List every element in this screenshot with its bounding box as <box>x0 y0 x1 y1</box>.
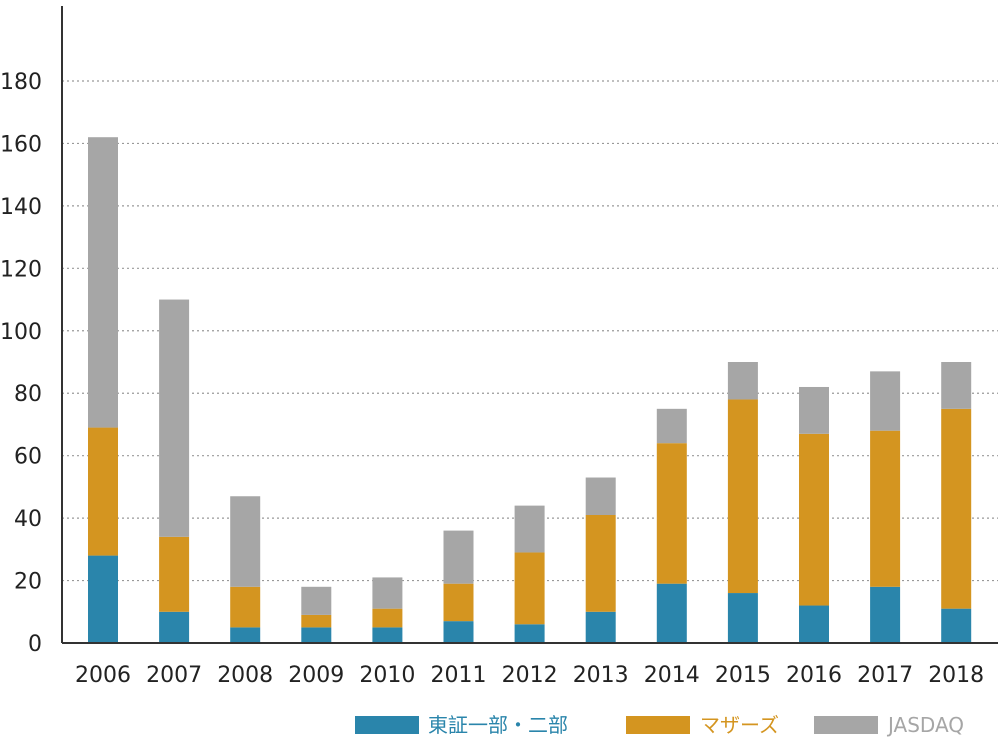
x-tick-label: 2016 <box>786 663 842 688</box>
y-tick-label: 80 <box>14 382 42 407</box>
bar-segment <box>585 477 616 515</box>
bar-segment <box>372 608 403 628</box>
y-tick-label: 160 <box>0 132 42 157</box>
y-tick-labels: 0 20 40 60 80 100 120 140 160 180 <box>0 70 42 657</box>
y-tick-label: 140 <box>0 195 42 220</box>
x-tick-label: 2014 <box>644 663 700 688</box>
bar-segment <box>159 299 190 537</box>
bar-segment <box>514 505 545 553</box>
gridlines <box>62 80 998 582</box>
bar-segment <box>870 586 901 643</box>
bar-segment <box>727 362 758 400</box>
x-tick-label: 2006 <box>75 663 131 688</box>
bar-segment <box>585 514 616 612</box>
x-tick-label: 2017 <box>857 663 913 688</box>
bar-segment <box>372 627 403 643</box>
x-tick-label: 2013 <box>573 663 629 688</box>
bar-segment <box>443 621 474 643</box>
bar-segment <box>301 614 332 628</box>
bar-segment <box>301 586 332 615</box>
bar-segment <box>159 611 190 643</box>
legend-swatch <box>626 716 690 734</box>
bar-segment <box>159 536 190 612</box>
bar-segment <box>941 408 972 609</box>
legend-swatch <box>355 716 419 734</box>
y-tick-label: 40 <box>14 507 42 532</box>
bar-segment <box>941 362 972 409</box>
bars <box>88 137 972 643</box>
bar-segment <box>870 371 901 431</box>
legend-label: マザーズ <box>700 713 779 737</box>
legend-label: JASDAQ <box>886 713 964 737</box>
y-tick-label: 60 <box>14 445 42 470</box>
bar-segment <box>799 433 829 606</box>
y-tick-label: 120 <box>0 257 42 282</box>
bar-segment <box>88 137 118 428</box>
x-tick-label: 2012 <box>502 663 558 688</box>
bar-segment <box>656 408 687 444</box>
bar-segment <box>514 624 545 643</box>
bar-segment <box>656 443 687 584</box>
y-tick-label: 180 <box>0 70 42 95</box>
bar-segment <box>727 399 758 594</box>
bar-segment <box>870 430 901 587</box>
x-tick-label: 2009 <box>288 663 344 688</box>
bar-segment <box>656 583 687 643</box>
x-tick-label: 2011 <box>431 663 487 688</box>
bar-segment <box>301 627 332 643</box>
bar-segment <box>514 552 545 625</box>
y-tick-label: 20 <box>14 570 42 595</box>
bar-segment <box>585 611 616 643</box>
x-tick-labels: 2006 2007 2008 2009 2010 2011 2012 2013 2014 2015… <box>75 663 984 688</box>
bar-segment <box>941 608 972 643</box>
bar-segment <box>799 386 829 434</box>
bar-segment <box>799 605 829 643</box>
legend-label: 東証一部・二部 <box>428 713 568 737</box>
x-tick-label: 2007 <box>146 663 202 688</box>
bar-segment <box>443 530 474 584</box>
bar-segment <box>88 555 118 643</box>
bar-segment <box>372 577 403 609</box>
x-tick-label: 2018 <box>928 663 984 688</box>
y-tick-label: 0 <box>28 632 42 657</box>
legend-swatch <box>814 716 878 734</box>
x-tick-label: 2015 <box>715 663 771 688</box>
y-tick-label: 100 <box>0 320 42 345</box>
bar-segment <box>230 496 261 587</box>
bar-segment <box>727 593 758 643</box>
bar-segment <box>230 586 261 628</box>
bar-segment <box>88 427 118 556</box>
bar-segment <box>230 627 261 643</box>
x-tick-label: 2008 <box>217 663 273 688</box>
x-tick-label: 2010 <box>359 663 415 688</box>
bar-segment <box>443 583 474 622</box>
legend: 東証一部・二部 マザーズ JASDAQ <box>355 713 964 737</box>
